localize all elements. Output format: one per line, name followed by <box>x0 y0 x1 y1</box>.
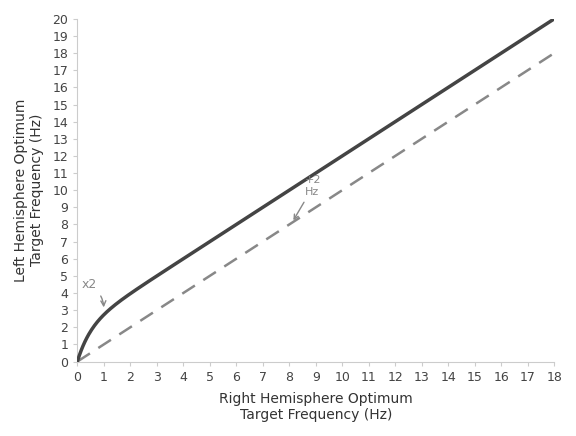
X-axis label: Right Hemisphere Optimum
Target Frequency (Hz): Right Hemisphere Optimum Target Frequenc… <box>219 392 412 422</box>
Text: x2: x2 <box>81 278 106 306</box>
Text: +2
Hz: +2 Hz <box>294 175 321 219</box>
Y-axis label: Left Hemisphere Optimum
Target Frequency (Hz): Left Hemisphere Optimum Target Frequency… <box>14 99 44 282</box>
